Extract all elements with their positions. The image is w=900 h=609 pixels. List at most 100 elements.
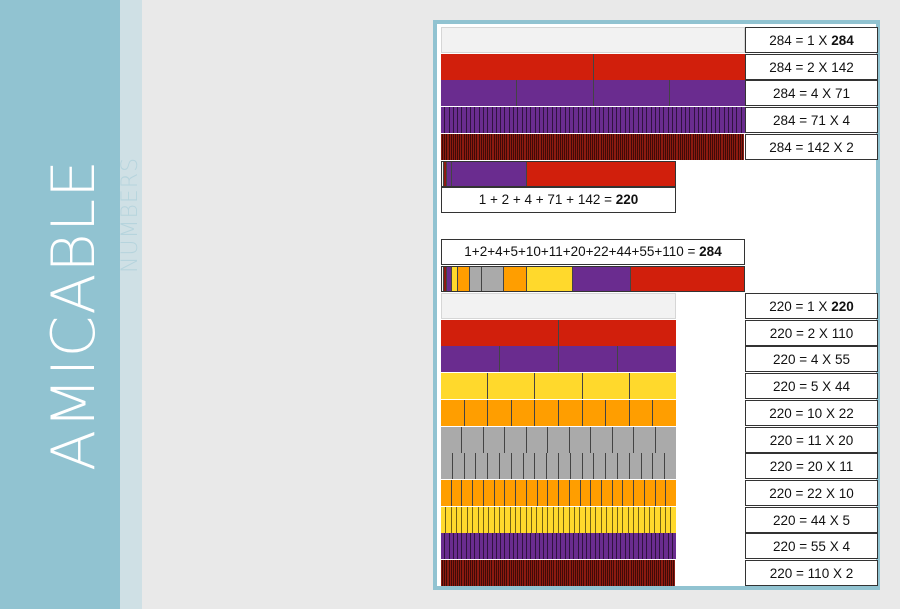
bar-segment [612, 533, 618, 560]
bar-segment [691, 133, 694, 160]
bar-segment [670, 133, 673, 160]
bar-segment [483, 479, 495, 506]
bar-segment [604, 107, 609, 134]
bar-segment [737, 107, 742, 134]
bar-segment [727, 133, 730, 160]
bar-segment [509, 560, 512, 586]
bar-segment [445, 560, 448, 586]
bar-segment [586, 133, 589, 160]
bar-segment [479, 533, 484, 560]
bar-segment [601, 133, 604, 160]
bar-segment [518, 133, 521, 160]
bar-segment [599, 560, 602, 586]
bar-segment [565, 107, 570, 134]
bar-segment [552, 107, 558, 134]
bar-segment [720, 107, 725, 134]
bar-segment [610, 133, 613, 160]
bar-segment [584, 560, 587, 586]
bar-segment [462, 107, 467, 134]
bar-segment [559, 346, 618, 373]
bar-segment [537, 506, 543, 533]
bar-segment [595, 533, 600, 560]
bar-segment [533, 560, 536, 586]
bar-segment [716, 107, 721, 134]
factor-label-220-6: 220 = 20 X 11 [745, 453, 878, 480]
bar-segment [445, 107, 450, 134]
bar-segment [625, 133, 628, 160]
bar-segment [650, 506, 656, 533]
bar-segment [449, 107, 454, 134]
bar-segment [552, 133, 555, 160]
bar-segment [516, 506, 522, 533]
bar-segment [671, 506, 676, 533]
factor-label-220-10: 220 = 110 X 2 [745, 560, 878, 586]
bar-segment [501, 533, 506, 560]
bar-segment [441, 133, 444, 160]
bar-segment [677, 107, 682, 134]
bar-segment [509, 533, 515, 560]
bar-segment [597, 560, 600, 586]
factor-bar-220-6 [441, 453, 676, 480]
bar-segment [660, 506, 667, 533]
bar-segment [620, 133, 623, 160]
bar-segment [547, 453, 559, 480]
factor-bar-220-9 [441, 533, 677, 560]
bar-segment [488, 373, 536, 400]
bar-segment [441, 560, 444, 586]
bar-segment [655, 107, 661, 134]
bar-segment [441, 453, 453, 480]
bar-segment [539, 133, 542, 160]
sum-segment [444, 267, 448, 291]
factor-label-220-0: 220 = 1 X 220 [745, 293, 878, 319]
divisor-sum-284-expr: 1 + 2 + 4 + 71 + 142 = [478, 192, 616, 208]
bar-segment [479, 107, 484, 134]
bar-segment [592, 133, 596, 160]
bar-segment [666, 479, 677, 506]
bar-segment [488, 560, 491, 586]
bar-segment [526, 533, 532, 560]
bar-segment [571, 133, 574, 160]
bar-segment [485, 133, 489, 160]
factor-bar-284-4 [441, 133, 745, 160]
bar-segment [639, 506, 645, 533]
bar-segment [569, 107, 575, 134]
bar-segment [578, 107, 583, 134]
bar-segment [707, 107, 712, 134]
bar-segment [574, 107, 579, 134]
bar-segment [651, 107, 656, 134]
bar-segment [616, 133, 619, 160]
bar-segment [535, 399, 559, 426]
sum-segment [442, 267, 445, 291]
bar-segment [653, 399, 676, 426]
equation-text: 284 = 71 X 4 [773, 113, 850, 129]
bar-segment [591, 506, 597, 533]
bar-segment [723, 133, 726, 160]
bar-segment [633, 133, 636, 160]
bar-segment [682, 133, 686, 160]
bar-segment [631, 560, 634, 586]
bar-segment [712, 133, 715, 160]
bar-segment [513, 133, 516, 160]
bar-segment [537, 560, 540, 586]
bar-segment [520, 133, 523, 160]
bar-segment [584, 133, 587, 160]
bar-segment [606, 453, 618, 480]
bar-segment [578, 533, 583, 560]
bar-segment [575, 133, 578, 160]
bar-segment [717, 133, 720, 160]
bar-segment [543, 560, 546, 586]
divisor-sum-220-expr: 1+2+4+5+10+11+20+22+44+55+110 = [464, 244, 700, 259]
bar-segment [588, 133, 591, 160]
bar-segment [676, 133, 679, 160]
bar-segment [591, 426, 613, 453]
bar-segment [488, 453, 500, 480]
bar-segment [612, 426, 635, 453]
bar-segment [539, 107, 545, 134]
bar-segment [468, 133, 471, 160]
bar-segment [561, 107, 566, 134]
bar-segment [652, 133, 656, 160]
bar-segment [505, 107, 510, 134]
bar-segment [629, 373, 677, 400]
bar-segment [558, 399, 583, 426]
equation-text: 284 = 142 X 2 [769, 139, 854, 155]
